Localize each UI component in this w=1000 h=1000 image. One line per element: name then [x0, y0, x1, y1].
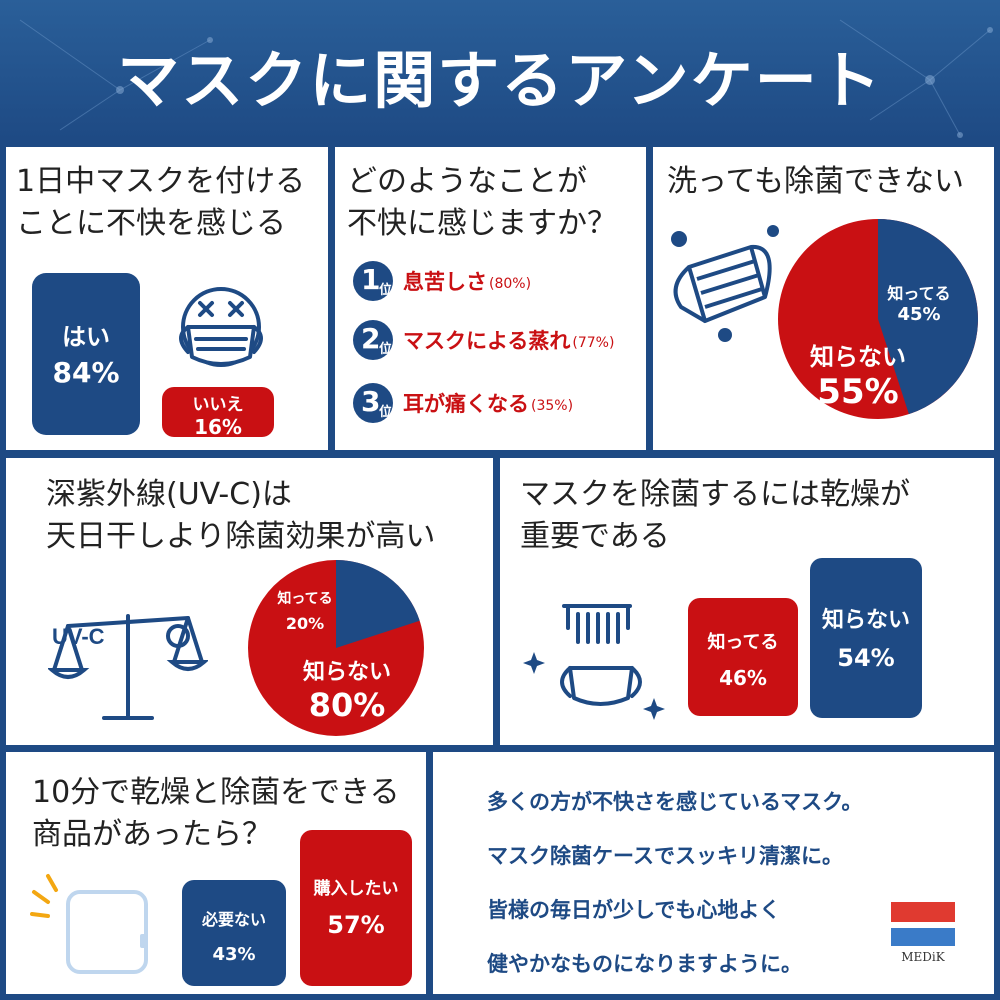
- want-buy-label: 購入したい: [313, 879, 399, 899]
- know-label: 知ってる: [277, 591, 333, 607]
- dont-value: 55%: [817, 372, 899, 412]
- no-label: いいえ: [192, 395, 244, 415]
- uvc-icon-text: UV-C: [52, 624, 105, 649]
- pie-slice-know: [336, 560, 420, 648]
- panel-discomfort: 1日中マスクを付ける ことに不快を感じる はい 84% いいえ 16%: [6, 147, 328, 450]
- dont-label: 知らない: [302, 660, 391, 685]
- rank-label: 耳が痛くなる: [403, 392, 529, 416]
- panel-title: 洗っても除菌できない: [667, 164, 964, 199]
- no-need-value: 43%: [212, 944, 256, 965]
- rank-label: 息苦しさ: [403, 270, 487, 294]
- panel-title: 1日中マスクを付ける ことに不快を感じる: [16, 164, 306, 241]
- panel-uvc: 深紫外線(UV-C)は 天日干しより除菌効果が高い UV-C 知ってる 20% …: [6, 458, 493, 745]
- page-title: マスクに関するアンケート: [117, 44, 883, 117]
- header: マスクに関するアンケート: [0, 0, 1000, 140]
- dont-label: 知らない: [810, 343, 906, 371]
- no-box: いいえ 16%: [162, 387, 274, 439]
- panel-title: マスクを除菌するには乾燥が 重要である: [520, 477, 910, 554]
- rank-percent: (35%): [531, 398, 574, 414]
- dont-label: 知らない: [821, 608, 910, 633]
- know-box: 知ってる 46%: [688, 598, 798, 716]
- medik-logo: MEDiK: [891, 902, 955, 968]
- want-buy-box: 購入したい 57%: [300, 830, 412, 986]
- rank-label: マスクによる蒸れ: [403, 329, 571, 353]
- network-background-icon: [19, 19, 993, 138]
- know-label-group: 知ってる 20%: [270, 588, 340, 633]
- dizzy-face-mask-icon: [179, 287, 263, 367]
- panel-title: 深紫外線(UV-C)は 天日干しより除菌効果が高い: [46, 477, 436, 554]
- know-label: 知ってる: [887, 284, 951, 303]
- know-value: 46%: [719, 666, 767, 690]
- logo-text: MEDiK: [901, 950, 945, 964]
- know-label-group: 知ってる 45%: [869, 280, 969, 325]
- panel-title: どのようなことが 不快に感じますか？: [347, 164, 617, 241]
- know-value: 45%: [897, 304, 941, 325]
- no-need-label: 必要ない: [201, 910, 266, 929]
- rank-percent: (77%): [572, 335, 615, 351]
- panel-washing: 洗っても除菌できない 知ってる 45% 知らない 55%: [653, 147, 994, 450]
- dont-box: 知らない 54%: [810, 558, 922, 718]
- drying-mask-icon: [523, 604, 665, 720]
- closing-line-2: マスク除菌ケースでスッキリ清潔に。: [487, 844, 843, 868]
- no-need-box: 必要ない 43%: [182, 880, 286, 986]
- want-buy-value: 57%: [327, 911, 385, 939]
- dont-label-group: 知らない 55%: [803, 337, 913, 412]
- know-label: 知ってる: [707, 632, 779, 653]
- rank-percent: (80%): [489, 276, 532, 292]
- panel-title: 10分で乾燥と除菌をできる 商品があったら？: [32, 775, 400, 852]
- yes-box: はい 84%: [32, 273, 140, 435]
- scale-sun-icon: UV-C: [48, 614, 208, 720]
- yes-label: はい: [62, 323, 110, 351]
- no-value: 16%: [194, 415, 242, 439]
- pie-chart-uvc: [248, 560, 424, 736]
- mask-with-germs-icon: [671, 225, 779, 342]
- yes-value: 84%: [52, 356, 120, 389]
- closing-line-1: 多くの方が不快さを感じているマスク。: [487, 790, 863, 814]
- pie-chart-washing: [778, 219, 978, 419]
- dont-label-group: 知らない 80%: [292, 654, 402, 724]
- sterilizer-case-icon: [30, 874, 148, 974]
- dont-value: 54%: [837, 644, 895, 672]
- closing-line-3: 皆様の毎日が少しでも心地よく: [487, 898, 781, 922]
- panel-product: 10分で乾燥と除菌をできる 商品があったら？ 必要ない 43% 購入したい 57…: [6, 752, 426, 994]
- know-value: 20%: [285, 614, 325, 633]
- dont-value: 80%: [308, 686, 386, 724]
- panel-drying: マスクを除菌するには乾燥が 重要である 知ってる 46% 知らない 54%: [500, 458, 994, 745]
- panel-closing-message: 多くの方が不快さを感じているマスク。 マスク除菌ケースでスッキリ清潔に。 皆様の…: [433, 752, 994, 994]
- pie-slice-know: [878, 219, 978, 415]
- closing-line-4: 健やかなものになりますように。: [487, 952, 802, 976]
